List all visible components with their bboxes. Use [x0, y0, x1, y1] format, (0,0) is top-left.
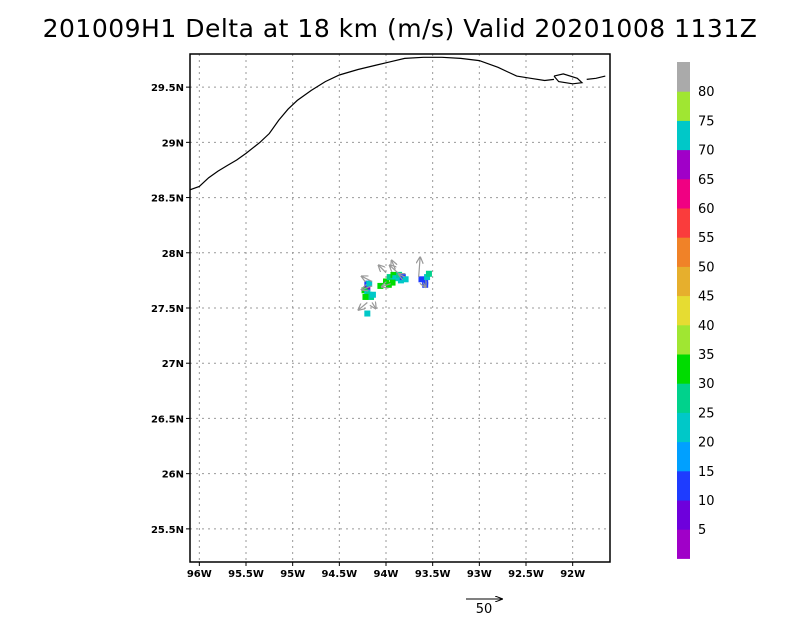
colorbar-segment [677, 529, 690, 559]
colorbar-label: 30 [698, 377, 715, 392]
lon-tick-label: 93W [467, 569, 492, 580]
colorbar-segment [677, 441, 690, 472]
lat-tick-label: 25.5N [151, 525, 184, 536]
wind-speed-cell [425, 270, 432, 277]
colorbar-segment [677, 149, 690, 180]
lat-lon-grid [190, 54, 610, 562]
lat-tick-label: 28.5N [151, 194, 184, 205]
colorbar-segment [677, 324, 690, 355]
lat-tick-label: 28N [162, 249, 184, 260]
wind-vector-arrow [423, 283, 425, 287]
lon-tick-label: 95.5W [228, 569, 264, 580]
colorbar-label: 50 [698, 260, 715, 275]
lon-tick-label: 92W [560, 569, 585, 580]
colorbar-label: 45 [698, 290, 715, 305]
wind-vector-arrow [382, 284, 391, 287]
colorbar-label: 80 [698, 85, 715, 100]
map-title: 201009H1 Delta at 18 km (m/s) Valid 2020… [42, 14, 758, 43]
wind-speed-cell [389, 279, 396, 286]
colorbar-label: 25 [698, 406, 715, 421]
lon-tick-label: 94W [374, 569, 399, 580]
colorbar-segment [677, 383, 690, 413]
lon-tick-label: 94.5W [321, 569, 357, 580]
lon-tick-label: 96W [187, 569, 212, 580]
lat-tick-label: 27.5N [151, 304, 184, 315]
wind-speed-cell [366, 280, 373, 287]
colorbar-label: 5 [698, 523, 706, 538]
wind-vector-arrow [372, 302, 376, 308]
wind-vector-arrow [359, 302, 368, 309]
colorbar-segment [677, 412, 690, 443]
latitude-axis-labels: 29.5N 29N 28.5N 28N 27.5N 27N 26.5N 26N 25.5N [151, 83, 190, 536]
colorbar-segment [677, 295, 690, 326]
wind-vectors [359, 258, 426, 310]
wind-speed-cell [392, 275, 399, 282]
colorbar-segment [677, 208, 690, 238]
wind-speed-cell [364, 310, 371, 317]
wind-speed-cell [362, 293, 369, 300]
wind-speed-cell [386, 274, 393, 281]
wind-speed-cell [397, 277, 404, 284]
colorbar-label: 35 [698, 348, 715, 363]
wind-vector-arrow [362, 276, 373, 281]
lon-tick-label: 92.5W [508, 569, 544, 580]
lat-tick-label: 26.5N [151, 414, 184, 425]
colorbar-label: 60 [698, 202, 715, 217]
lat-tick-label: 27N [162, 359, 184, 370]
lat-tick-label: 29.5N [151, 83, 184, 94]
colorbar-segment [677, 62, 690, 92]
longitude-axis-labels: 96W 95.5W 95W 94.5W 94W 93.5W 93W 92.5W 92W [187, 562, 585, 580]
colorbar-segment [677, 120, 690, 151]
coastline-path [190, 56, 555, 191]
coastline-island [553, 73, 584, 85]
colorbar-label: 75 [698, 114, 715, 129]
coastline [190, 56, 606, 191]
wind-vector-arrow [379, 265, 387, 274]
lon-tick-label: 93.5W [415, 569, 451, 580]
reference-vector: 50 [466, 599, 502, 617]
colorbar-segment [677, 237, 690, 267]
wind-vector-arrow [399, 274, 405, 277]
colorbar-label: 70 [698, 144, 715, 159]
colorbar-label: 55 [698, 231, 715, 246]
colorbar-segment [677, 500, 690, 530]
wind-vector-arrow [419, 258, 420, 278]
wind-speed-field [361, 270, 432, 317]
colorbar-label: 40 [698, 319, 715, 334]
wind-speed-cell [369, 291, 376, 298]
lon-tick-label: 95W [280, 569, 305, 580]
colorbar-label: 65 [698, 173, 715, 188]
colorbar-segment [677, 178, 690, 209]
wind-speed-cell [390, 271, 397, 278]
colorbar-segment [677, 91, 690, 121]
wind-speed-cell [424, 274, 431, 281]
colorbar-segment [677, 354, 690, 384]
lat-tick-label: 26N [162, 470, 184, 481]
wind-vector-arrow [362, 286, 373, 290]
colorbar-segment [677, 470, 690, 501]
colorbar-label: 20 [698, 436, 715, 451]
coastline-island [586, 75, 606, 80]
colorbar-label: 15 [698, 465, 715, 480]
colorbar: 5 10 15 20 25 30 35 40 45 50 55 60 65 70 75 80 [677, 62, 715, 559]
colorbar-label: 10 [698, 494, 715, 509]
wind-speed-cell [402, 276, 409, 283]
wind-speed-cell [418, 276, 425, 283]
lat-tick-label: 29N [162, 138, 184, 149]
colorbar-segment [677, 266, 690, 297]
reference-vector-label: 50 [476, 602, 493, 617]
